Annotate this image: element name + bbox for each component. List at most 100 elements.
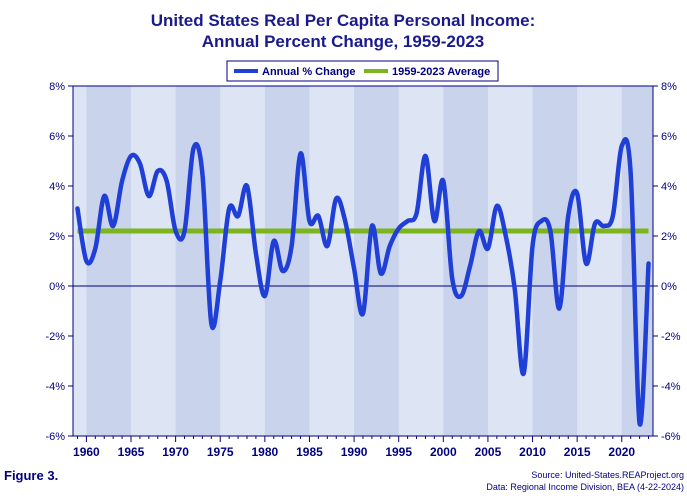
data-point-1968 xyxy=(156,169,159,173)
x-tick-label: 2020 xyxy=(608,445,635,459)
y-tick-label-right: 8% xyxy=(661,81,677,93)
background-band xyxy=(175,86,221,436)
data-point-1970 xyxy=(174,229,177,233)
data-point-2009 xyxy=(522,372,525,375)
data-point-1963 xyxy=(111,224,115,228)
data-point-1981 xyxy=(272,239,275,243)
data-point-1983 xyxy=(290,244,293,248)
series-annual-line xyxy=(75,137,651,427)
data-point-2008 xyxy=(513,287,516,290)
data-point-1997 xyxy=(415,212,418,215)
y-tick-label-left: 8% xyxy=(49,81,65,93)
data-point-2001 xyxy=(451,277,454,280)
y-tick-label-left: 6% xyxy=(49,131,65,143)
x-tick-label: 1965 xyxy=(118,445,145,459)
data-point-1996 xyxy=(406,219,409,223)
data-point-2012 xyxy=(549,229,552,233)
data-point-1999 xyxy=(433,219,436,223)
y-tick-label-right: -6% xyxy=(661,431,681,443)
data-point-1990 xyxy=(352,267,356,270)
data-point-1969 xyxy=(165,179,168,183)
data-point-2019 xyxy=(611,214,615,218)
data-point-2005 xyxy=(486,247,490,250)
x-tick-label: 1995 xyxy=(385,445,412,459)
y-axis-right: 8% 6% 4% 2% 0% -2% -4% -6% xyxy=(653,81,681,443)
data-point-1985 xyxy=(308,219,311,223)
data-point-1984 xyxy=(299,152,302,155)
y-tick-label-right: 6% xyxy=(661,131,677,143)
data-point-2015 xyxy=(575,192,579,195)
x-tick-label: 1960 xyxy=(73,445,100,459)
data-point-2021 xyxy=(629,172,632,175)
data-point-1965 xyxy=(129,154,133,158)
data-point-1964 xyxy=(120,179,124,183)
x-tick-label: 2010 xyxy=(519,445,546,459)
legend: Annual % Change 1959-2023 Average xyxy=(226,60,499,82)
data-point-1988 xyxy=(335,197,338,200)
data-point-2018 xyxy=(602,224,606,228)
data-point-1972 xyxy=(192,147,195,150)
data-point-1974 xyxy=(210,322,213,325)
x-tick-label: 1970 xyxy=(162,445,189,459)
y-tick-label-left: -6% xyxy=(45,431,65,443)
data-point-2022 xyxy=(638,422,641,425)
chart-title-line1: United States Real Per Capita Personal I… xyxy=(151,11,536,30)
data-point-1991 xyxy=(361,312,365,315)
data-point-1967 xyxy=(147,194,151,198)
legend-box xyxy=(226,60,499,82)
data-point-2003 xyxy=(468,264,472,268)
y-tick-label-right: 0% xyxy=(661,281,677,293)
data-point-1966 xyxy=(138,162,142,165)
y-tick-label-left: 2% xyxy=(49,231,65,243)
data-point-2004 xyxy=(477,229,481,233)
legend-label-annual: Annual % Change xyxy=(262,66,356,78)
chart-title-line2: Annual Percent Change, 1959-2023 xyxy=(202,32,485,51)
data-point-2023 xyxy=(647,262,650,265)
legend-label-average: 1959-2023 Average xyxy=(392,66,490,78)
data-point-2006 xyxy=(495,204,499,208)
data-point-1959 xyxy=(76,207,79,210)
y-tick-label-left: 0% xyxy=(49,281,65,293)
background-band xyxy=(86,86,131,436)
data-point-1993 xyxy=(379,272,383,275)
data-point-2020 xyxy=(620,144,623,148)
x-tick-label: 2000 xyxy=(430,445,457,459)
data-point-2000 xyxy=(442,179,445,183)
y-tick-label-left: 4% xyxy=(49,181,65,193)
data-point-1962 xyxy=(103,194,106,198)
data-point-1989 xyxy=(343,219,347,223)
data-point-2014 xyxy=(567,214,570,218)
x-tick-label: 1980 xyxy=(251,445,278,459)
x-tick-label: 2005 xyxy=(475,445,502,459)
data-point-1976 xyxy=(227,207,231,210)
data-point-2013 xyxy=(558,307,561,310)
data-point-2011 xyxy=(540,219,543,223)
y-axis-left: 8% 6% 4% 2% 0% -2% -4% -6% xyxy=(45,81,73,443)
data-point-1998 xyxy=(424,154,427,158)
x-tick-label: 2015 xyxy=(564,445,591,459)
data-point-2007 xyxy=(504,234,507,238)
data-point-1961 xyxy=(94,247,97,250)
data-point-1982 xyxy=(281,269,284,273)
y-tick-label-right: -4% xyxy=(661,381,681,393)
data-point-2017 xyxy=(593,222,597,225)
series-layer xyxy=(75,137,651,427)
data-point-1971 xyxy=(183,229,186,233)
data-point-1973 xyxy=(201,172,204,175)
data-point-1994 xyxy=(388,244,391,248)
y-tick-label-left: -2% xyxy=(45,331,65,343)
data-point-1978 xyxy=(245,184,249,188)
y-tick-label-right: -2% xyxy=(661,331,681,343)
x-tick-label: 1975 xyxy=(207,445,234,459)
y-tick-label-right: 2% xyxy=(661,231,677,243)
data-point-1980 xyxy=(263,294,267,298)
data-point-1975 xyxy=(219,279,222,283)
y-tick-label-left: -4% xyxy=(45,381,65,393)
data-point-1979 xyxy=(254,252,258,255)
data-point-1986 xyxy=(317,214,320,218)
data-point-1995 xyxy=(397,227,400,230)
x-tick-label: 1990 xyxy=(341,445,368,459)
data-point-1987 xyxy=(326,244,329,248)
